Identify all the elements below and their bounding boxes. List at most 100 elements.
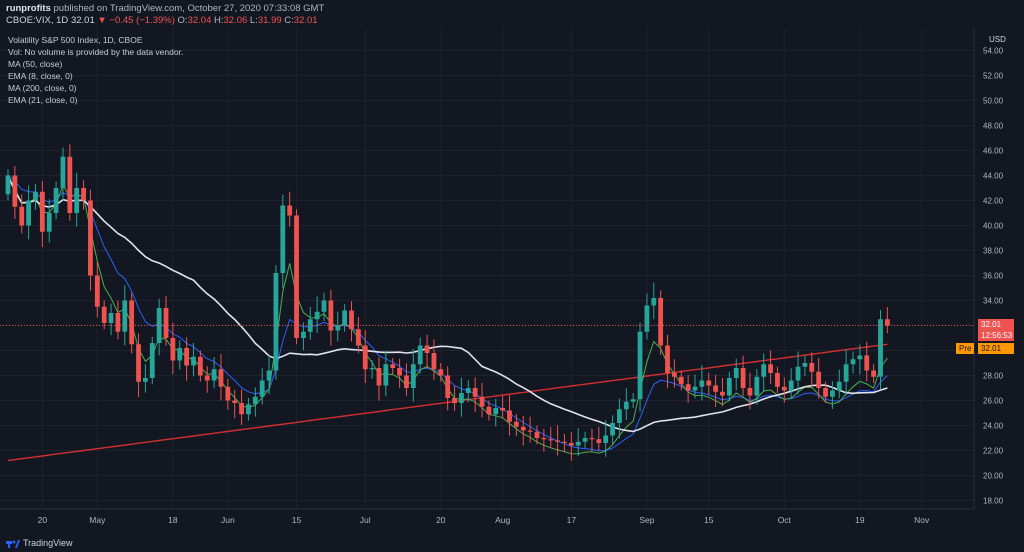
candle-body (720, 391, 725, 396)
legend-ma50[interactable]: MA (50, close) (8, 59, 63, 69)
candle-body (335, 325, 341, 331)
candle-body (122, 300, 128, 332)
price-tick-label: 52.00 (983, 72, 1004, 81)
candle-body (287, 205, 293, 216)
candle-body (239, 403, 244, 415)
price-tick-label: 18.00 (983, 497, 1004, 506)
candle-body (520, 426, 526, 431)
time-tick-label: Sep (639, 515, 654, 525)
candle-body (259, 380, 265, 397)
price-tick-label: 24.00 (983, 422, 1004, 431)
candle-body (671, 373, 677, 377)
price-tick-label: 20.00 (983, 472, 1004, 481)
high-label: H: (214, 15, 224, 26)
candlestick-chart[interactable]: 18.0020.0022.0024.0026.0028.0030.0032.00… (0, 28, 1024, 528)
time-tick-label: Nov (914, 515, 930, 525)
candle-body (644, 305, 650, 332)
candle-body (775, 373, 780, 387)
candle-body (500, 408, 506, 411)
price-axis[interactable]: 18.0020.0022.0024.0026.0028.0030.0032.00… (973, 28, 1004, 509)
candle-body (733, 368, 739, 378)
candle-body (658, 298, 664, 346)
ma50-path (7, 175, 888, 433)
candle-body (129, 300, 135, 345)
publisher-name[interactable]: runprofits (6, 3, 51, 14)
candle-body (197, 356, 203, 376)
symbol-line: CBOE:VIX, 1D 32.01 ▼ −0.45 (−1.39%) O:32… (6, 15, 318, 26)
candle-body (843, 364, 849, 382)
time-tick-label: 15 (292, 515, 302, 525)
brand-name[interactable]: TradingView (23, 538, 73, 548)
price-tick-label: 34.00 (983, 297, 1004, 306)
candle-body (218, 369, 224, 387)
candle-body (699, 380, 705, 387)
current-price: 32.01 (70, 15, 95, 26)
candle-body (60, 156, 66, 188)
candle-body (465, 388, 471, 393)
candle-body (445, 375, 451, 398)
candle-body (225, 386, 231, 401)
time-tick-label: 15 (704, 515, 714, 525)
legend-ema8[interactable]: EMA (8, close, 0) (8, 71, 73, 81)
candle-body (795, 366, 801, 381)
candle-body (617, 409, 622, 423)
candle-body (33, 191, 38, 201)
legend-title[interactable]: Volatility S&P 500 Index, 1D, CBOE (8, 35, 143, 45)
candle-body (726, 378, 732, 396)
candle-body (424, 345, 430, 353)
symbol-label[interactable]: CBOE:VIX, 1D (6, 15, 69, 26)
candle-body (294, 215, 299, 338)
candle-body (273, 273, 279, 371)
candle-body (266, 370, 272, 381)
candle-body (555, 440, 560, 442)
candle-body (713, 385, 719, 392)
candle-body (12, 175, 18, 207)
candle-body (816, 371, 822, 388)
candle-body (507, 410, 512, 422)
candle-body (438, 369, 444, 376)
currency-label[interactable]: USD (989, 35, 1006, 44)
legend-ema21[interactable]: EMA (21, close, 0) (8, 95, 78, 105)
candle-body (871, 370, 877, 377)
ma50-line (7, 175, 888, 433)
candle-body (884, 319, 890, 326)
candle-body (479, 396, 485, 407)
candle-body (39, 191, 45, 232)
candle-body (74, 188, 80, 213)
candle-body (5, 175, 11, 195)
candle-body (108, 313, 114, 323)
candle-body (768, 364, 773, 373)
legend-volume[interactable]: Vol: No volume is provided by the data v… (8, 47, 184, 57)
candle-body (369, 368, 375, 370)
pre-market-label: Pre (956, 343, 975, 355)
candle-body (562, 441, 567, 443)
indicator-legend: Volatility S&P 500 Index, 1D, CBOE Vol: … (8, 34, 183, 106)
time-axis[interactable]: 20 May 18 Jun 15 Jul 20 Aug 17 Sep 15 Oct 19 Nov (0, 508, 974, 525)
candle-body (81, 188, 86, 201)
close-value: 32.01 (293, 15, 318, 26)
candle-body (177, 348, 183, 361)
candle-body (143, 378, 148, 382)
candle-body (204, 375, 210, 381)
open-value: 32.04 (187, 15, 212, 26)
price-tick-label: 36.00 (983, 272, 1004, 281)
legend-ma200[interactable]: MA (200, close, 0) (8, 83, 77, 93)
last-price-tag: 32.01 (978, 319, 1014, 331)
price-tick-label: 48.00 (983, 122, 1004, 131)
chart-background (0, 28, 1024, 528)
candle-body (390, 364, 396, 368)
candle-body (761, 364, 767, 377)
price-tick-label: 50.00 (983, 97, 1004, 106)
candle-body (376, 368, 382, 386)
candle-body (781, 386, 787, 391)
candle-body (170, 338, 176, 361)
candle-body (754, 376, 760, 396)
price-tick-label: 46.00 (983, 147, 1004, 156)
candle-body (349, 310, 354, 330)
price-tick-label: 38.00 (983, 247, 1004, 256)
pre-market-price-tag: 32.01 (978, 343, 1014, 355)
candle-body (541, 438, 547, 440)
candle-body (280, 205, 286, 273)
candle-body (802, 363, 808, 367)
tradingview-logo-icon (6, 540, 20, 548)
